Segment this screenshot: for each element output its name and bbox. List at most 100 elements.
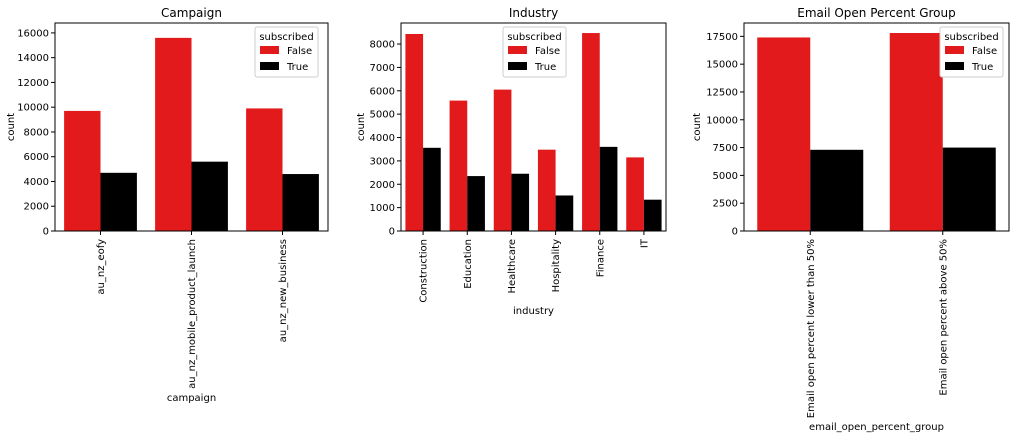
industry-x-axis-label: industry xyxy=(513,306,554,317)
email-open-y-ticks: 0 2500 5000 7500 10000 12500 15000 17500 xyxy=(706,32,744,238)
campaign-plot-frame xyxy=(54,22,329,232)
email-open-legend-swatch-false xyxy=(945,46,964,54)
industry-y-tick-label: 7000 xyxy=(370,63,395,74)
email-open-bar-email-open-percent-lower-than-50-false xyxy=(757,37,811,231)
industry-bar-construction-true xyxy=(423,147,441,231)
industry-bar-education-false xyxy=(449,100,468,232)
industry-bar-hospitality-false xyxy=(537,149,556,231)
email-open-legend-title: subscribed xyxy=(944,32,998,43)
industry-legend: subscribed False True xyxy=(502,26,567,78)
industry-legend-swatch-true xyxy=(508,62,527,70)
industry-y-axis-label: count xyxy=(356,113,367,141)
campaign-y-tick-label: 14000 xyxy=(17,53,49,64)
email-open-y-tick-label: 5000 xyxy=(713,171,738,182)
campaign-bars xyxy=(64,37,319,231)
industry-x-tick-label: Construction xyxy=(419,239,430,303)
industry-y-tick-label: 6000 xyxy=(370,86,395,97)
industry-bar-education-true xyxy=(467,176,485,231)
email-open-legend: subscribed False True xyxy=(939,26,1004,78)
industry-x-tick-label: Hospitality xyxy=(551,239,562,293)
email-open-y-axis-label: count xyxy=(692,113,703,141)
industry-chart: Industry 0 1000 2000 3000 4000 5000 6000 7000 80… xyxy=(356,6,667,317)
campaign-legend-swatch-true xyxy=(260,62,279,70)
industry-y-tick-label: 2000 xyxy=(370,180,395,191)
industry-y-tick-label: 5000 xyxy=(370,110,395,121)
industry-x-tick-label: Finance xyxy=(595,239,606,277)
campaign-chart: Campaign 0 2000 4000 6000 8000 10000 12000 1400… xyxy=(6,6,329,404)
email-open-legend-label-false: False xyxy=(972,46,997,57)
industry-y-tick-label: 8000 xyxy=(370,40,395,51)
industry-bar-construction-false xyxy=(405,33,424,231)
industry-x-tick-label: IT xyxy=(639,238,650,248)
email-open-x-tick-label: Email open percent lower than 50% xyxy=(806,239,817,418)
campaign-x-tick-label: au_nz_eofy xyxy=(96,239,107,295)
email-open-plot-frame xyxy=(743,22,1010,232)
campaign-y-tick-label: 4000 xyxy=(24,177,49,188)
industry-bar-hospitality-true xyxy=(555,195,574,231)
campaign-bar-au-nz-new-business-false xyxy=(246,108,283,231)
campaign-y-tick-label: 8000 xyxy=(24,127,49,138)
industry-y-tick-label: 3000 xyxy=(370,156,395,167)
email-open-y-tick-label: 12500 xyxy=(706,87,738,98)
industry-x-tick-label: Education xyxy=(463,239,474,289)
campaign-y-tick-label: 12000 xyxy=(17,78,49,89)
campaign-bar-au-nz-new-business-true xyxy=(282,174,319,231)
email-open-x-tick-label: Email open percent above 50% xyxy=(938,239,949,396)
industry-bars xyxy=(405,33,662,232)
industry-legend-title: subscribed xyxy=(507,32,561,43)
industry-legend-label-false: False xyxy=(535,46,560,57)
industry-y-ticks: 0 1000 2000 3000 4000 5000 6000 7000 8000 xyxy=(370,40,401,238)
email-open-bar-email-open-percent-above-50-true xyxy=(942,147,996,231)
industry-x-tick-label: Healthcare xyxy=(507,239,518,294)
email-open-y-tick-label: 10000 xyxy=(706,115,738,126)
campaign-bar-au-nz-eofy-false xyxy=(64,110,101,231)
campaign-x-axis-label: campaign xyxy=(167,393,216,404)
email-open-y-tick-label: 17500 xyxy=(706,32,738,43)
campaign-x-tick-label: au_nz_new_business xyxy=(278,239,289,342)
campaign-y-tick-label: 6000 xyxy=(24,152,49,163)
email-open-y-tick-label: 2500 xyxy=(713,199,738,210)
industry-bar-it-false xyxy=(626,157,644,231)
industry-bar-it-true xyxy=(643,199,662,231)
campaign-chart-title: Campaign xyxy=(161,6,222,20)
industry-y-tick-label: 4000 xyxy=(370,133,395,144)
email-open-chart: Email Open Percent Group 0 2500 5000 7500 10… xyxy=(692,6,1010,433)
industry-bar-healthcare-true xyxy=(511,173,530,231)
campaign-y-tick-label: 16000 xyxy=(17,28,49,39)
industry-legend-swatch-false xyxy=(508,46,527,54)
industry-x-ticks: Construction Education Healthcare Hospitali… xyxy=(419,231,650,303)
email-open-bar-email-open-percent-above-50-false xyxy=(889,33,943,231)
campaign-legend-swatch-false xyxy=(260,46,279,54)
campaign-legend-label-false: False xyxy=(287,46,312,57)
campaign-x-ticks: au_nz_eofy au_nz_mobile_product_launch au_… xyxy=(96,231,289,389)
campaign-y-ticks: 0 2000 4000 6000 8000 10000 12000 14000 16000 xyxy=(17,28,55,238)
email-open-x-axis-label: email_open_percent_group xyxy=(809,422,944,433)
campaign-bar-au-nz-mobile-product-launch-true xyxy=(191,161,228,231)
industry-y-tick-label: 1000 xyxy=(370,203,395,214)
email-open-y-tick-label: 15000 xyxy=(706,60,738,71)
email-open-y-tick-label: 7500 xyxy=(713,143,738,154)
campaign-y-tick-label: 0 xyxy=(43,227,49,238)
industry-plot-frame xyxy=(400,22,667,232)
campaign-legend: subscribed False True xyxy=(254,26,319,78)
campaign-y-tick-label: 2000 xyxy=(24,202,49,213)
email-open-chart-title: Email Open Percent Group xyxy=(797,6,955,20)
campaign-y-axis-label: count xyxy=(6,113,17,141)
email-open-bar-email-open-percent-lower-than-50-true xyxy=(810,149,864,231)
campaign-x-tick-label: au_nz_mobile_product_launch xyxy=(187,239,198,389)
campaign-bar-au-nz-mobile-product-launch-false xyxy=(155,37,192,231)
campaign-legend-title: subscribed xyxy=(259,32,313,43)
industry-legend-label-true: True xyxy=(534,62,556,73)
industry-bar-healthcare-false xyxy=(493,89,512,231)
email-open-legend-label-true: True xyxy=(971,62,993,73)
industry-bar-finance-false xyxy=(582,33,600,231)
campaign-legend-label-true: True xyxy=(286,62,308,73)
email-open-x-ticks: Email open percent lower than 50% Email o… xyxy=(806,231,949,418)
campaign-y-tick-label: 10000 xyxy=(17,103,49,114)
email-open-bars xyxy=(757,33,996,231)
email-open-y-tick-label: 0 xyxy=(732,227,738,238)
campaign-bar-au-nz-eofy-true xyxy=(100,172,137,231)
industry-y-tick-label: 0 xyxy=(389,227,395,238)
industry-chart-title: Industry xyxy=(509,6,558,20)
